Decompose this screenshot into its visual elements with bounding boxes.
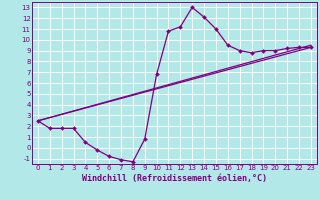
X-axis label: Windchill (Refroidissement éolien,°C): Windchill (Refroidissement éolien,°C) xyxy=(82,174,267,183)
